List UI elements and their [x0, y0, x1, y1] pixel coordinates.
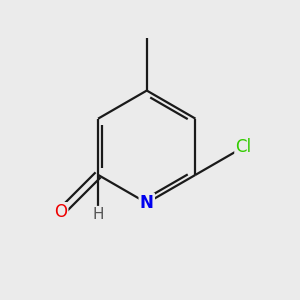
Text: N: N [140, 194, 154, 212]
Text: Cl: Cl [236, 138, 252, 156]
Text: O: O [54, 203, 67, 221]
Text: H: H [92, 207, 104, 222]
